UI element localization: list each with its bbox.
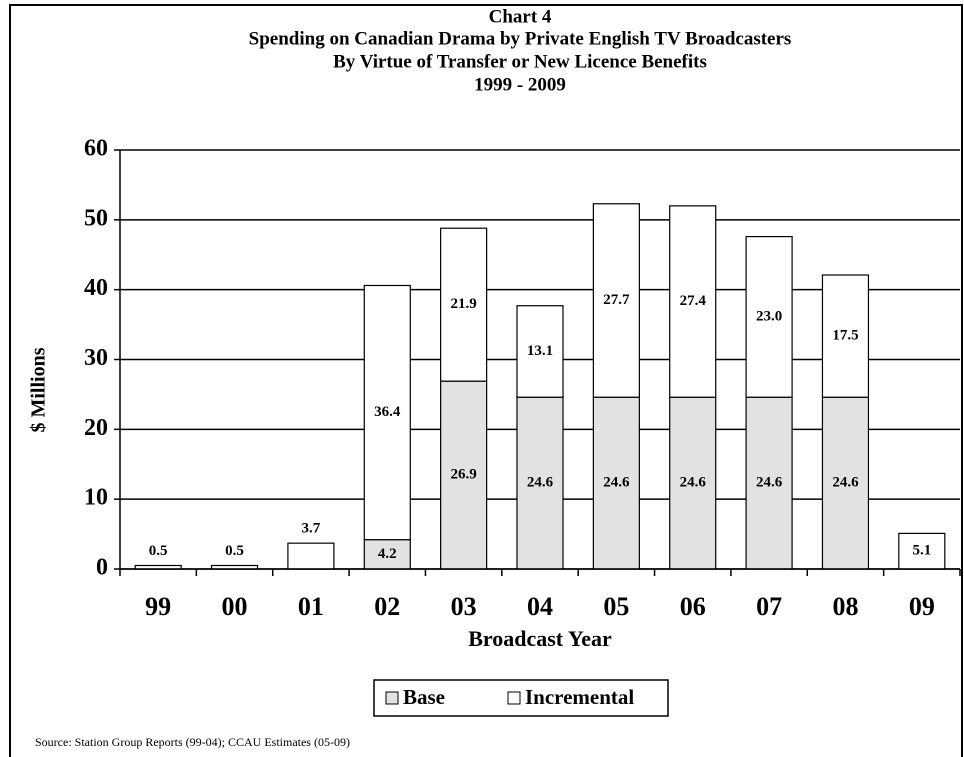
data-label: 36.4	[374, 404, 401, 420]
legend-swatch	[385, 691, 399, 705]
x-tick-label: 06	[680, 592, 706, 621]
y-tick-label: 10	[84, 485, 108, 511]
legend-label: Base	[403, 685, 445, 709]
x-tick-label: 02	[374, 592, 400, 621]
x-tick-label: 99	[145, 592, 171, 621]
data-label: 21.9	[451, 296, 477, 312]
y-tick-label: 60	[84, 136, 108, 162]
data-label: 24.6	[680, 475, 707, 491]
source-note: Source: Station Group Reports (99-04); C…	[35, 735, 350, 749]
y-tick-label: 40	[84, 275, 108, 301]
y-tick-label: 20	[84, 415, 108, 441]
bar-segment	[745, 396, 793, 570]
data-label: 24.6	[603, 475, 630, 491]
x-tick-label: 09	[909, 592, 935, 621]
chart-title: Spending on Canadian Drama by Private En…	[249, 28, 792, 49]
data-label: 26.9	[451, 467, 477, 483]
x-tick-label: 01	[298, 592, 324, 621]
y-tick-label: 0	[96, 555, 108, 581]
data-label: 13.1	[527, 343, 553, 359]
bar-segment	[669, 205, 717, 398]
chart-title: Chart 4	[489, 6, 552, 27]
x-tick-label: 07	[756, 592, 782, 621]
y-tick-label: 30	[84, 345, 108, 371]
data-label: 27.4	[680, 293, 707, 309]
data-label: 24.6	[527, 475, 554, 491]
data-label: 24.6	[832, 475, 859, 491]
data-label: 27.7	[603, 292, 630, 308]
bar-segment	[363, 539, 411, 570]
bar-segment	[287, 542, 335, 570]
data-label: 23.0	[756, 308, 782, 324]
bar-segment	[592, 203, 640, 398]
x-tick-label: 04	[527, 592, 553, 621]
data-label: 3.7	[302, 521, 321, 537]
bar-segment	[440, 227, 488, 382]
data-label: 5.1	[912, 543, 931, 559]
chart-title: By Virtue of Transfer or New Licence Ben…	[333, 51, 707, 72]
bar-segment	[516, 305, 564, 398]
y-tick-label: 50	[84, 205, 108, 231]
frame	[9, 4, 963, 757]
bar-segment	[363, 284, 411, 541]
legend-swatch	[507, 691, 521, 705]
bar-segment	[592, 396, 640, 570]
data-label: 24.6	[756, 475, 783, 491]
bar-segment	[821, 274, 870, 398]
data-label: 17.5	[832, 328, 858, 344]
x-tick-label: 00	[222, 592, 248, 621]
bar-segment	[745, 235, 793, 398]
legend-label: Incremental	[525, 685, 634, 709]
x-tick-label: 03	[451, 592, 477, 621]
bar-segment	[516, 396, 564, 570]
data-label: 0.5	[149, 543, 168, 559]
x-axis-label: Broadcast Year	[468, 626, 612, 651]
data-label: 0.5	[225, 543, 244, 559]
y-axis-label: $ Millions	[28, 347, 50, 432]
bar-segment	[440, 380, 488, 570]
x-tick-label: 08	[832, 592, 858, 621]
x-tick-label: 05	[603, 592, 629, 621]
legend	[373, 679, 669, 717]
data-label: 4.2	[378, 546, 397, 562]
chart-title: 1999 - 2009	[474, 74, 566, 95]
